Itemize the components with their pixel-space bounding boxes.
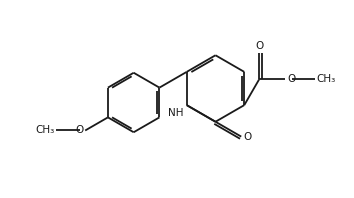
Text: O: O [243,132,251,142]
Text: O: O [255,41,263,51]
Text: NH: NH [169,108,184,118]
Text: CH₃: CH₃ [36,126,55,135]
Text: O: O [75,126,84,135]
Text: O: O [287,74,295,84]
Text: CH₃: CH₃ [316,74,336,84]
